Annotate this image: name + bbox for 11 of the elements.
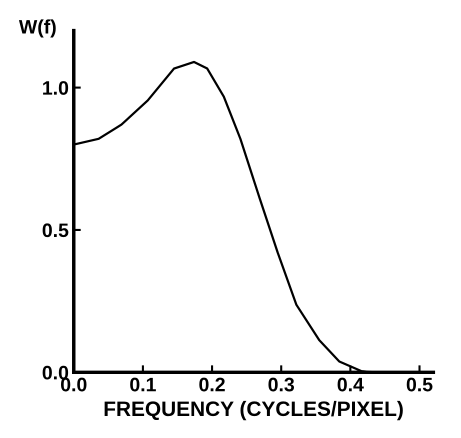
x-tick-label: 0.2 bbox=[199, 378, 225, 392]
x-tick-label: 0.3 bbox=[268, 378, 294, 392]
y-tick-label: 0.5 bbox=[42, 223, 68, 238]
x-tick-label: 0.4 bbox=[338, 378, 364, 392]
x-tick-label: 0.1 bbox=[130, 378, 156, 392]
y-axis-title: W(f) bbox=[18, 19, 56, 38]
y-tick-label: 0.0 bbox=[42, 366, 68, 380]
y-tick-label: 1.0 bbox=[43, 81, 68, 95]
x-tick-label: 0.5 bbox=[406, 378, 432, 392]
x-axis-title: FREQUENCY (CYCLES/PIXEL) bbox=[104, 400, 403, 420]
x-tick-label: 0.0 bbox=[61, 378, 86, 392]
